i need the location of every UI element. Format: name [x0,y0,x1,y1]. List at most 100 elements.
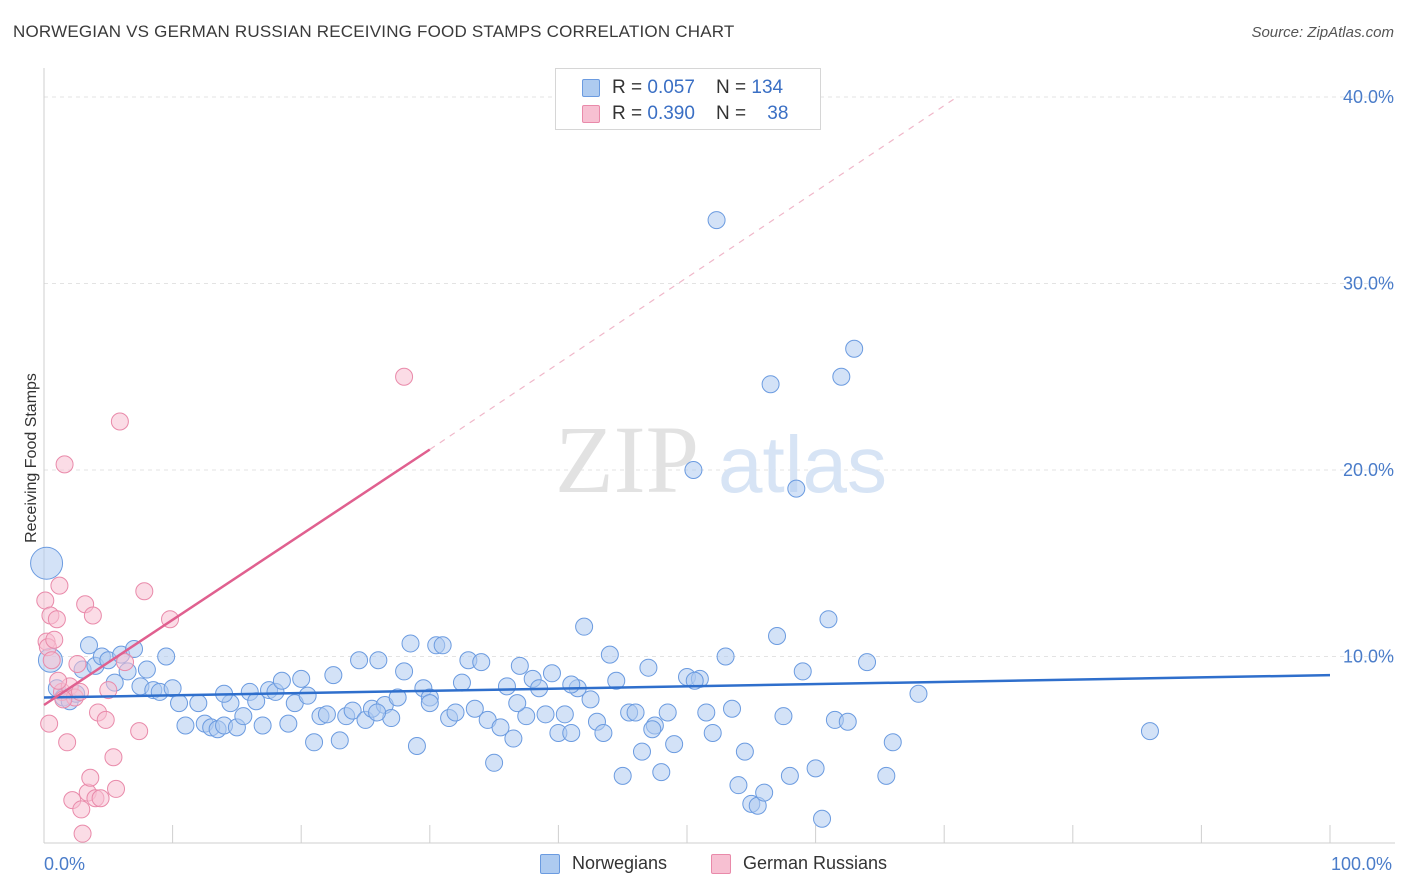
data-point [735,742,754,761]
data-point [125,640,144,659]
data-point [369,651,388,670]
data-point [330,731,349,750]
data-point [83,606,102,625]
data-point [465,699,484,718]
data-point [395,367,414,386]
data-point [407,737,426,756]
r-value: 0.390 [647,103,695,124]
norwegians-points [30,211,1159,828]
data-point [157,647,176,666]
data-point [452,673,471,692]
data-point [388,688,407,707]
norwegians-legend-swatch [540,854,560,874]
n-label: N = [716,103,752,124]
norwegians-swatch [582,79,600,97]
data-point [135,582,154,601]
n-label: N = [716,77,752,98]
data-point [658,703,677,722]
data-point [774,707,793,726]
data-point [665,735,684,754]
n-value: 134 [751,77,784,98]
data-point [813,809,832,828]
data-point [768,626,787,645]
data-point [189,694,208,713]
data-point [395,662,414,681]
data-point [30,546,64,580]
data-point [116,653,135,672]
data-point [96,710,115,729]
n-value: 38 [767,103,789,124]
data-point [581,690,600,709]
data-point [137,660,156,679]
data-point [350,651,369,670]
data-point [40,714,59,733]
data-point [491,718,510,737]
data-point [58,733,77,752]
data-point [42,651,61,670]
norwegians-legend-label: Norwegians [572,853,668,873]
data-point [600,645,619,664]
y-tick-label: 30.0% [1343,274,1394,294]
data-point [485,753,504,772]
data-point [542,664,561,683]
data-point [632,742,651,761]
data-point [130,722,149,741]
watermark: ZIP atlas [555,406,887,513]
data-point [50,576,69,595]
data-point [253,716,272,735]
data-point [607,671,626,690]
data-point [510,656,529,675]
y-tick-label: 20.0% [1343,460,1394,480]
data-point [652,763,671,782]
data-point [723,699,742,718]
data-point [613,766,632,785]
data-point [68,654,87,673]
data-point [684,461,703,479]
data-point [716,647,735,666]
data-point [504,729,523,748]
data-point [536,705,555,724]
data-point [761,375,780,394]
data-point [420,694,439,713]
data-point [49,671,68,690]
data-point [234,707,253,726]
tick-labels: 10.0% 20.0% 30.0% 40.0% 0.0% 100.0% [44,87,1394,874]
data-point [47,610,66,629]
data-point [858,653,877,672]
source-credit: Source: ZipAtlas.com [1251,24,1394,41]
watermark-zip: ZIP [555,406,699,513]
data-point [368,703,387,722]
data-point [819,610,838,629]
data-point [555,705,574,724]
x-tick-label: 100.0% [1331,854,1392,874]
x-tick-label: 0.0% [44,854,85,874]
data-point [433,636,452,655]
data-point [163,679,182,698]
data-point [626,703,645,722]
data-point [517,707,536,726]
axes [43,68,1395,844]
data-point [562,675,581,694]
data-point [883,733,902,752]
data-point [176,716,195,735]
data-point [472,653,491,672]
data-point [279,714,298,733]
german-russians-points [36,367,414,843]
data-point [697,703,716,722]
german-russians-legend-label: German Russians [743,853,888,873]
german-russians-swatch [582,105,600,123]
data-point [787,479,806,498]
data-point [562,723,581,742]
data-point [877,766,896,785]
data-point [343,701,362,720]
german-russians-legend-swatch [711,854,731,874]
r-label: R = [612,103,648,124]
r-label: R = [612,77,648,98]
data-point [497,677,516,696]
data-point [729,776,748,795]
data-point [317,705,336,724]
watermark-atlas: atlas [718,420,887,509]
data-point [575,617,594,636]
gridlines [44,96,1395,657]
data-point [806,759,825,778]
